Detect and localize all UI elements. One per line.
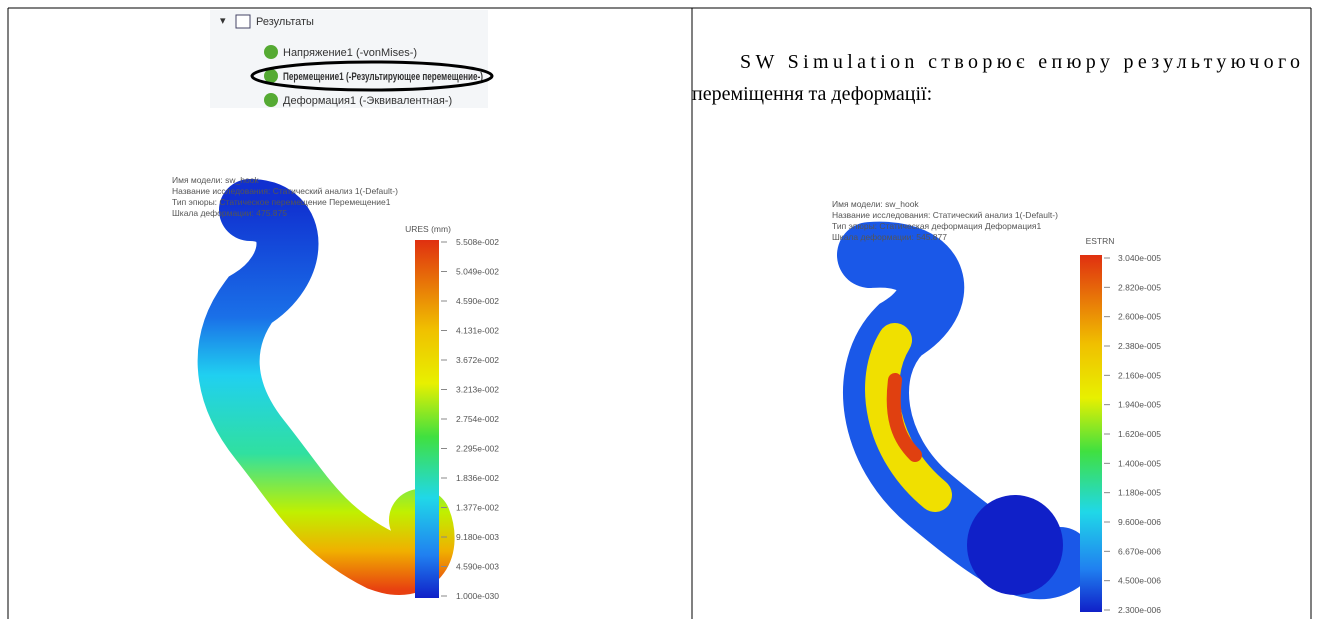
plot-header-line: Название исследования: Статический анали… xyxy=(172,186,398,196)
result-icon xyxy=(264,45,278,59)
hook-model xyxy=(229,210,424,564)
plot-header-line: Название исследования: Статический анали… xyxy=(832,210,1058,220)
legend-label: 5.049e-002 xyxy=(456,267,499,277)
legend-label: 4.131e-002 xyxy=(456,326,499,336)
legend-label: 1.836e-002 xyxy=(456,473,499,483)
legend-label: 3.040e-005 xyxy=(1118,253,1161,263)
document: ▾ Результаты Напряжение1 (-vonMises-) Пе… xyxy=(0,0,1319,619)
legend-label: 2.380e-005 xyxy=(1118,341,1161,351)
folder-icon xyxy=(236,15,250,28)
plot-header-line: Имя модели: sw_hook xyxy=(172,175,259,185)
legend-label: 2.295e-002 xyxy=(456,444,499,454)
color-bar xyxy=(415,240,439,598)
legend-label: 2.300e-006 xyxy=(1118,605,1161,615)
legend-label: 1.620e-005 xyxy=(1118,429,1161,439)
legend-label: 2.820e-005 xyxy=(1118,282,1161,292)
legend-label: 4.590e-003 xyxy=(456,562,499,572)
legend-label: 9.600e-006 xyxy=(1118,517,1161,527)
legend-title: ESTRN xyxy=(1086,236,1115,246)
svg-text:▾: ▾ xyxy=(220,15,226,27)
tree-item: Перемещение1 (-Результирующее перемещени… xyxy=(283,71,483,83)
page: ▾ Результаты Напряжение1 (-vonMises-) Пе… xyxy=(0,0,1319,619)
plot-header-line: Шкала деформации: 475.875 xyxy=(172,208,287,218)
legend-label: 2.160e-005 xyxy=(1118,370,1161,380)
legend-label: 1.000e-030 xyxy=(456,591,499,601)
legend-label: 4.500e-006 xyxy=(1118,576,1161,586)
plot-header-line: Имя модели: sw_hook xyxy=(832,199,919,209)
paragraph-line: переміщення та деформації: xyxy=(692,83,932,105)
color-bar xyxy=(1080,255,1102,612)
tree-item: Деформация1 (-Эквивалентная-) xyxy=(283,95,452,107)
legend-label: 4.590e-002 xyxy=(456,296,499,306)
legend-label: 1.180e-005 xyxy=(1118,488,1161,498)
legend-label: 1.940e-005 xyxy=(1118,400,1161,410)
tree-view: ▾ Результаты Напряжение1 (-vonMises-) Пе… xyxy=(210,10,492,108)
tree-root: Результаты xyxy=(256,16,314,28)
plot-header-line: Тип эпюры: Статическая деформация Деформ… xyxy=(832,221,1042,231)
legend-label: 1.400e-005 xyxy=(1118,458,1161,468)
paragraph-line: SW Simulation створює епюру результуючог… xyxy=(740,51,1300,73)
legend-label: 6.670e-006 xyxy=(1118,546,1161,556)
tree-item: Напряжение1 (-vonMises-) xyxy=(283,47,417,59)
legend-label: 2.600e-005 xyxy=(1118,312,1161,322)
plot-header-line: Тип эпюры: Статическое перемещение Перем… xyxy=(172,197,391,207)
plot-header-line: Шкала деформации: 545.877 xyxy=(832,232,947,242)
table-border xyxy=(8,8,1311,619)
legend-label: 5.508e-002 xyxy=(456,237,499,247)
legend-title: URES (mm) xyxy=(405,224,451,234)
legend-label: 9.180e-003 xyxy=(456,532,499,542)
legend-label: 3.672e-002 xyxy=(456,355,499,365)
legend-label: 1.377e-002 xyxy=(456,503,499,513)
legend-label: 3.213e-002 xyxy=(456,385,499,395)
legend-label: 2.754e-002 xyxy=(456,414,499,424)
